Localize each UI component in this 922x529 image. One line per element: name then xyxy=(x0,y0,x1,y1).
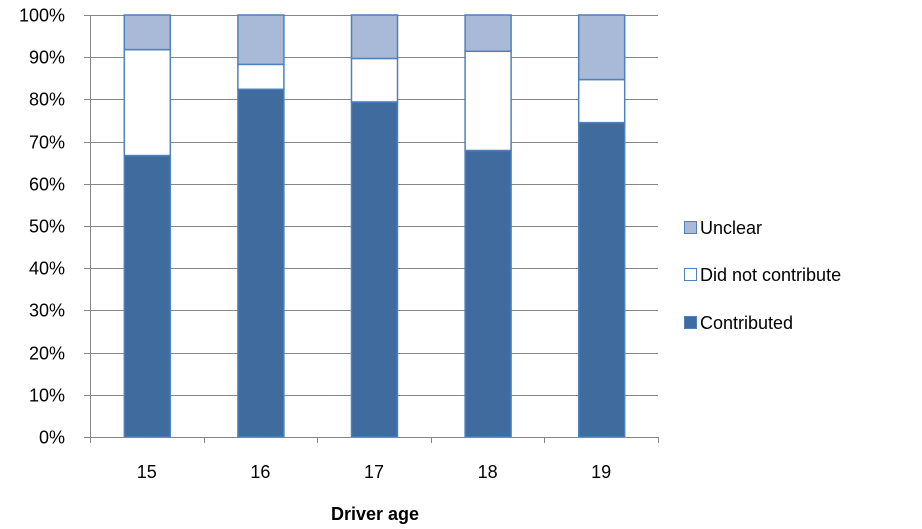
y-tick-label: 30% xyxy=(29,301,65,321)
legend-swatch xyxy=(684,221,697,234)
y-tick-label: 80% xyxy=(29,90,65,110)
bar-segment-did-not-contribute xyxy=(237,63,285,91)
x-axis-title: Driver age xyxy=(331,504,419,524)
legend-label: Contributed xyxy=(700,313,793,333)
bar-segment-contributed xyxy=(464,149,512,438)
bar-segment-did-not-contribute xyxy=(577,78,626,124)
bar-segment-contributed xyxy=(123,154,172,438)
bar-segment-did-not-contribute xyxy=(123,48,172,157)
x-tick-label: 15 xyxy=(137,462,157,482)
bar-segment-did-not-contribute xyxy=(464,50,512,152)
x-tick-label: 16 xyxy=(250,462,270,482)
bar-segment-unclear xyxy=(237,14,285,66)
legend-label: Unclear xyxy=(700,218,762,238)
legend-swatch xyxy=(684,316,697,329)
y-tick-label: 10% xyxy=(29,386,65,406)
y-tick-label: 50% xyxy=(29,217,65,237)
y-tick-label: 70% xyxy=(29,133,65,153)
bar-group-15 xyxy=(123,14,172,438)
x-axis-tick-labels: 15 16 17 18 19 xyxy=(137,462,611,482)
axes xyxy=(84,15,659,443)
legend-item-contributed: Contributed xyxy=(684,313,793,333)
bar-segment-contributed xyxy=(237,88,285,438)
bar-segment-unclear xyxy=(577,14,626,81)
y-tick-label: 40% xyxy=(29,259,65,279)
legend-item-unclear: Unclear xyxy=(684,218,762,238)
legend: Unclear Did not contribute Contributed xyxy=(684,218,841,333)
bar-segment-unclear xyxy=(123,14,172,51)
y-axis-tick-labels: 0% 10% 20% 30% 40% 50% 60% 70% 80% 90% 100% xyxy=(19,6,65,448)
y-tick-label: 0% xyxy=(39,428,65,448)
bar-groups xyxy=(123,14,626,438)
bar-group-19 xyxy=(577,14,626,438)
bar-group-16 xyxy=(237,14,285,438)
x-tick-label: 17 xyxy=(364,462,384,482)
bar-segment-contributed xyxy=(350,101,399,438)
y-tick-label: 60% xyxy=(29,175,65,195)
y-tick-label: 20% xyxy=(29,344,65,364)
bar-segment-unclear xyxy=(350,14,399,60)
bar-segment-contributed xyxy=(577,121,626,438)
bar-segment-unclear xyxy=(464,14,512,53)
x-tick-label: 18 xyxy=(478,462,498,482)
bar-group-18 xyxy=(464,14,512,438)
legend-swatch xyxy=(684,268,697,281)
bar-group-17 xyxy=(350,14,399,438)
y-tick-label: 100% xyxy=(19,6,65,26)
legend-label: Did not contribute xyxy=(700,265,841,285)
bar-segment-did-not-contribute xyxy=(350,57,399,103)
y-tick-label: 90% xyxy=(29,48,65,68)
x-tick-label: 19 xyxy=(591,462,611,482)
legend-item-did-not-contribute: Did not contribute xyxy=(684,265,841,285)
